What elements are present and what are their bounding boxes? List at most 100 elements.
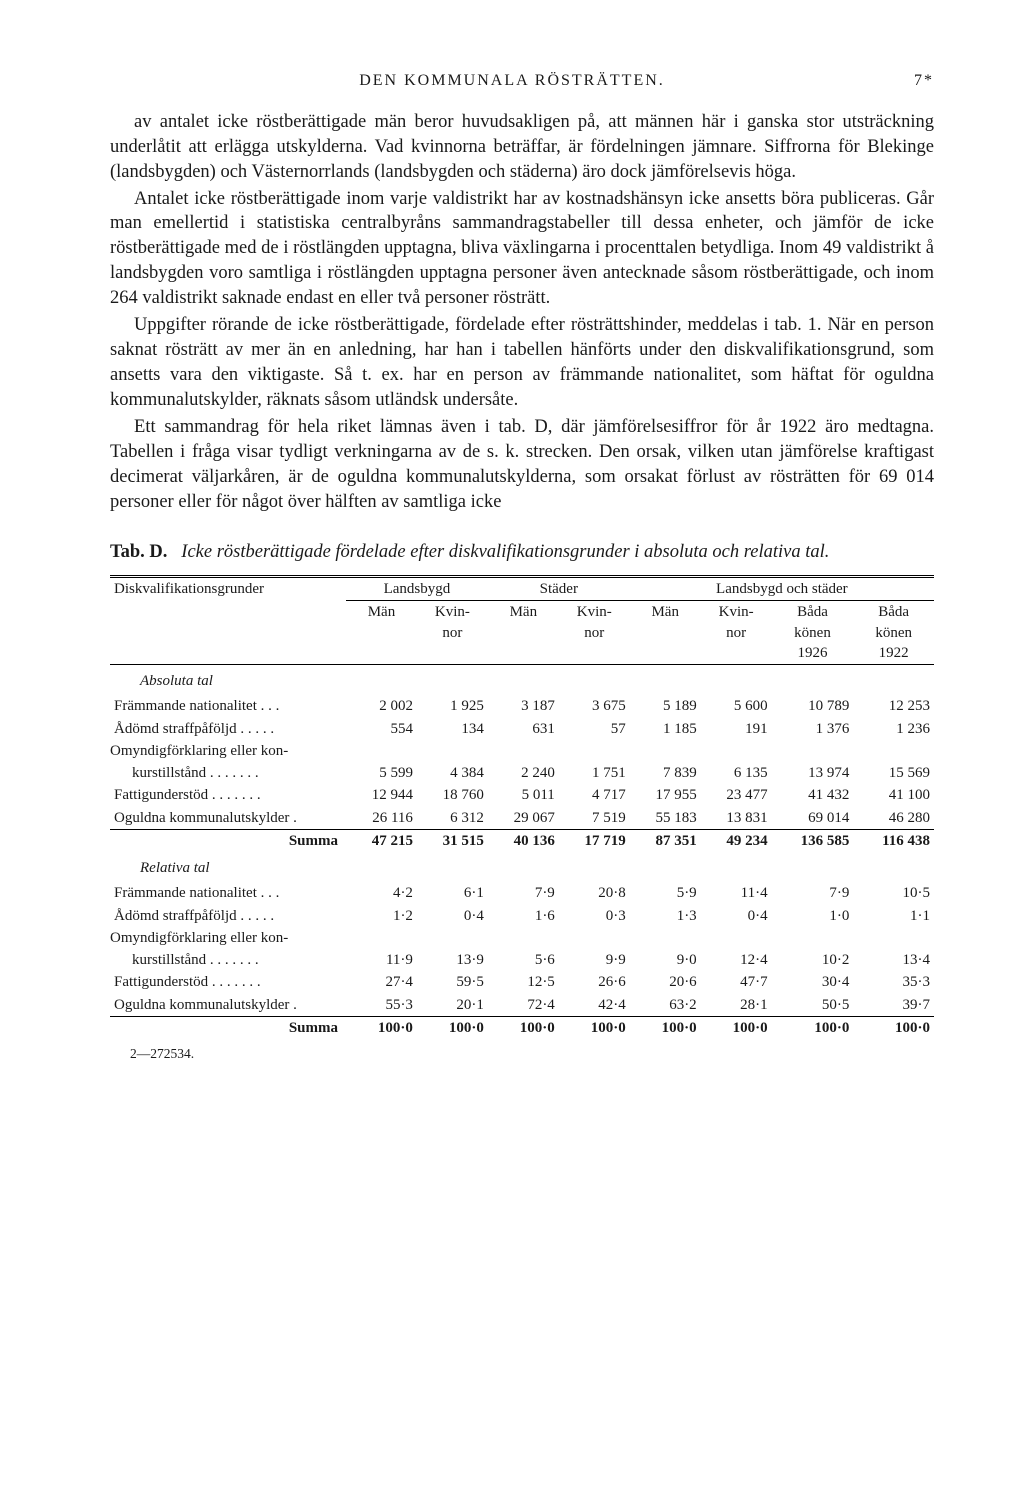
cell: 12 253 <box>853 695 934 717</box>
col-header: Män <box>488 601 559 665</box>
cell: 55 183 <box>630 807 701 830</box>
cell: 554 <box>346 718 417 740</box>
cell: 0·4 <box>417 905 488 927</box>
page-header: DEN KOMMUNALA RÖSTRÄTTEN. <box>110 70 914 92</box>
cell: 2 002 <box>346 695 417 717</box>
cell: 7·9 <box>772 882 854 904</box>
row-label: Omyndigförklaring eller kon- <box>110 740 346 762</box>
cell: 15 569 <box>853 762 934 784</box>
cell: 72·4 <box>488 994 559 1017</box>
table-caption: Tab. D. Icke röstberättigade fördelade e… <box>110 540 934 565</box>
cell: 55·3 <box>346 994 417 1017</box>
cell: 35·3 <box>853 971 934 993</box>
section-header-abs: Absoluta tal <box>110 665 934 696</box>
sum-cell: 100·0 <box>417 1016 488 1039</box>
cell: 11·9 <box>346 949 417 971</box>
cell: 26 116 <box>346 807 417 830</box>
cell: 6·1 <box>417 882 488 904</box>
cell: 69 014 <box>772 807 854 830</box>
col-header-label: Diskvalifikationsgrunder <box>110 577 346 665</box>
row-label: Fattigunderstöd . . . . . . . <box>110 971 346 993</box>
cell: 7 519 <box>559 807 630 830</box>
cell: 1 236 <box>853 718 934 740</box>
sheet-signature: 2—272534. <box>110 1045 934 1063</box>
cell: 59·5 <box>417 971 488 993</box>
cell: 47·7 <box>701 971 772 993</box>
col-header: Kvin- nor <box>559 601 630 665</box>
cell: 20·6 <box>630 971 701 993</box>
cell: 12 944 <box>346 784 417 806</box>
cell: 18 760 <box>417 784 488 806</box>
cell: 5 011 <box>488 784 559 806</box>
sum-label: Summa <box>110 829 346 852</box>
table-label: Tab. D. <box>110 542 167 562</box>
cell: 6 312 <box>417 807 488 830</box>
cell: 1·6 <box>488 905 559 927</box>
data-table: Diskvalifikationsgrunder Landsbygd Städe… <box>110 575 934 1039</box>
cell: 4·2 <box>346 882 417 904</box>
cell: 28·1 <box>701 994 772 1017</box>
row-label: kurstillstånd . . . . . . . <box>110 949 346 971</box>
row-label: Omyndigförklaring eller kon- <box>110 927 346 949</box>
sum-cell: 100·0 <box>346 1016 417 1039</box>
cell: 3 187 <box>488 695 559 717</box>
cell: 13 831 <box>701 807 772 830</box>
col-header: Män <box>346 601 417 665</box>
cell: 12·4 <box>701 949 772 971</box>
sum-cell: 31 515 <box>417 829 488 852</box>
cell: 7 839 <box>630 762 701 784</box>
cell: 4 717 <box>559 784 630 806</box>
sum-cell: 100·0 <box>701 1016 772 1039</box>
cell: 41 432 <box>772 784 854 806</box>
col-group-landsbygd: Landsbygd <box>346 577 488 601</box>
col-group-both: Landsbygd och städer <box>630 577 934 601</box>
cell: 27·4 <box>346 971 417 993</box>
row-label: Oguldna kommunalutskylder . <box>110 807 346 830</box>
col-header: Män <box>630 601 701 665</box>
cell: 0·3 <box>559 905 630 927</box>
col-header: Båda könen 1922 <box>853 601 934 665</box>
cell: 11·4 <box>701 882 772 904</box>
sum-cell: 100·0 <box>772 1016 854 1039</box>
cell: 10·5 <box>853 882 934 904</box>
row-label: Främmande nationalitet . . . <box>110 882 346 904</box>
row-label: kurstillstånd . . . . . . . <box>110 762 346 784</box>
page-number: 7* <box>914 70 934 92</box>
cell: 63·2 <box>630 994 701 1017</box>
cell: 12·5 <box>488 971 559 993</box>
cell: 57 <box>559 718 630 740</box>
cell: 13 974 <box>772 762 854 784</box>
cell: 191 <box>701 718 772 740</box>
cell: 9·0 <box>630 949 701 971</box>
sum-cell: 116 438 <box>853 829 934 852</box>
cell: 10·2 <box>772 949 854 971</box>
row-label: Ådömd straffpåföljd . . . . . <box>110 905 346 927</box>
cell: 1 925 <box>417 695 488 717</box>
sum-cell: 100·0 <box>630 1016 701 1039</box>
body-paragraph: av antalet icke röstberättigade män bero… <box>110 110 934 185</box>
cell: 5 599 <box>346 762 417 784</box>
cell: 46 280 <box>853 807 934 830</box>
cell: 1 376 <box>772 718 854 740</box>
table-caption-text: Icke röstberättigade fördelade efter dis… <box>181 542 829 562</box>
cell: 5·6 <box>488 949 559 971</box>
cell: 5·9 <box>630 882 701 904</box>
row-label: Oguldna kommunalutskylder . <box>110 994 346 1017</box>
cell: 2 240 <box>488 762 559 784</box>
cell: 5 600 <box>701 695 772 717</box>
col-header: Båda könen 1926 <box>772 601 854 665</box>
cell: 631 <box>488 718 559 740</box>
cell: 41 100 <box>853 784 934 806</box>
sum-cell: 136 585 <box>772 829 854 852</box>
cell: 29 067 <box>488 807 559 830</box>
sum-cell: 40 136 <box>488 829 559 852</box>
cell: 42·4 <box>559 994 630 1017</box>
section-header-rel: Relativa tal <box>110 852 934 882</box>
col-group-stader: Städer <box>488 577 630 601</box>
cell: 13·4 <box>853 949 934 971</box>
cell: 1·0 <box>772 905 854 927</box>
cell: 1·2 <box>346 905 417 927</box>
sum-cell: 100·0 <box>488 1016 559 1039</box>
cell: 0·4 <box>701 905 772 927</box>
cell: 30·4 <box>772 971 854 993</box>
